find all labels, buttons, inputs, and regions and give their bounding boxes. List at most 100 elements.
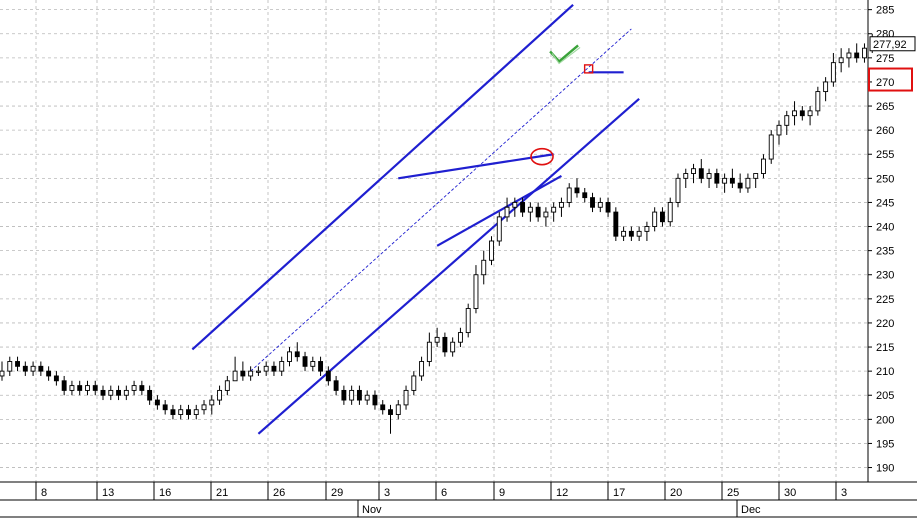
candle <box>271 361 277 376</box>
candle-body <box>706 173 712 179</box>
candle-body <box>496 216 502 242</box>
candle <box>170 404 176 420</box>
candle-body <box>698 168 704 179</box>
candle-body <box>426 341 432 362</box>
y-tick-label: 205 <box>876 390 894 402</box>
y-tick-label: 225 <box>876 294 894 306</box>
candle-body <box>621 230 627 237</box>
candle <box>341 385 347 405</box>
candle <box>403 385 409 410</box>
candle-body <box>473 274 479 309</box>
candle <box>294 342 300 362</box>
candle <box>722 173 728 193</box>
candle <box>162 400 168 415</box>
candle-body <box>139 385 145 391</box>
candle-body <box>0 370 5 377</box>
candle <box>582 187 588 203</box>
candle <box>613 207 619 241</box>
candle <box>201 400 207 415</box>
candle <box>69 380 75 396</box>
candle-body <box>271 365 277 372</box>
x-tick-label: 25 <box>727 487 739 499</box>
x-tick-label: 9 <box>499 487 505 499</box>
y-tick-label: 210 <box>876 366 894 378</box>
y-tick-label: 230 <box>876 270 894 282</box>
candle-body <box>333 380 339 391</box>
candle-body <box>799 110 805 117</box>
candle-body <box>7 361 13 372</box>
candle <box>574 178 580 198</box>
candle-body <box>481 259 487 276</box>
candle-body <box>768 134 774 160</box>
y-tick-label: 275 <box>876 53 894 65</box>
candle-body <box>442 336 448 353</box>
candle-body <box>193 409 199 415</box>
candle-body <box>388 409 393 415</box>
candle-body <box>582 192 588 199</box>
candle-body <box>318 361 324 372</box>
y-tick-label: 220 <box>876 318 894 330</box>
candle-body <box>411 375 417 391</box>
candle-body <box>279 361 285 372</box>
candle-body <box>217 389 223 401</box>
candle <box>442 332 448 357</box>
last-price-label: 277,92 <box>873 39 907 51</box>
y-tick-label: 215 <box>876 342 894 354</box>
candle-body <box>38 365 44 372</box>
candle-body <box>224 380 230 391</box>
y-tick-label: 190 <box>876 463 894 475</box>
x-tick-label: 6 <box>441 487 447 499</box>
candle-body <box>255 370 261 373</box>
candle <box>154 395 160 410</box>
retest-circle <box>583 64 594 74</box>
candle-body <box>722 177 728 184</box>
candle-body <box>15 361 20 367</box>
candle-body <box>512 201 518 208</box>
candle-body <box>830 62 836 83</box>
candle-body <box>535 206 541 218</box>
candle <box>481 250 487 285</box>
candle <box>411 371 417 396</box>
candle <box>53 371 59 386</box>
candle <box>116 385 122 401</box>
candle-body <box>636 230 642 237</box>
candle <box>799 106 805 121</box>
x-tick-label: 3 <box>384 487 390 499</box>
candle-body <box>590 197 595 208</box>
candle-body <box>807 110 813 117</box>
candlestick-series <box>0 33 883 434</box>
x-tick-label: 20 <box>670 487 682 499</box>
candle-body <box>108 389 114 396</box>
candle <box>240 361 246 381</box>
candle-body <box>838 57 844 64</box>
month-label: Nov <box>362 504 382 516</box>
candle-body <box>92 385 98 391</box>
candle <box>131 380 137 396</box>
candle <box>489 236 494 266</box>
candle <box>504 197 510 222</box>
candle-body <box>605 201 611 213</box>
x-tick-label: 21 <box>216 487 228 499</box>
check-mark-shadow <box>551 46 581 65</box>
candle-body <box>287 351 292 362</box>
candle <box>714 168 720 188</box>
candle <box>356 385 362 405</box>
y-tick-label: 270 <box>876 77 894 89</box>
candle <box>419 356 425 381</box>
candle-body <box>147 389 153 401</box>
candle <box>92 380 98 396</box>
middle-channel-line <box>250 28 632 372</box>
candle <box>776 120 782 145</box>
candle <box>652 207 658 232</box>
candle-body <box>792 110 797 117</box>
candle-body <box>77 385 83 391</box>
candle <box>380 400 386 415</box>
candle <box>815 86 821 116</box>
candle <box>61 375 67 396</box>
candle <box>792 101 797 126</box>
candle-body <box>209 399 215 406</box>
y-tick-label: 255 <box>876 149 894 161</box>
candle-body <box>434 336 440 343</box>
